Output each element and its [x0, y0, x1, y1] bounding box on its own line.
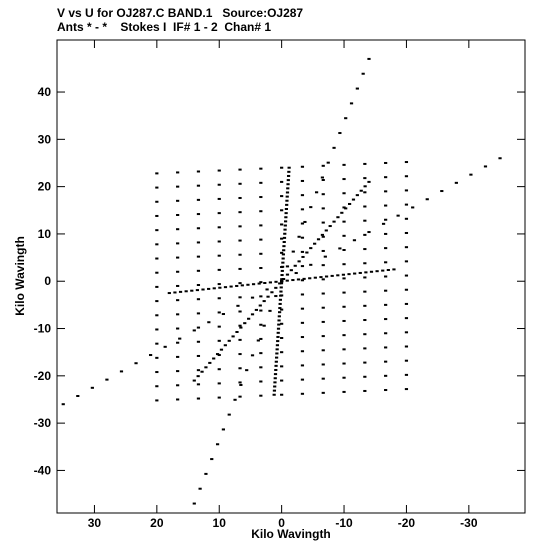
y-tick-label: -20: [34, 369, 52, 383]
y-tick-label: 0: [44, 274, 51, 288]
y-tick-label: -30: [34, 416, 52, 430]
y-tick-label: 10: [38, 227, 52, 241]
y-tick-label: 30: [38, 132, 52, 146]
x-tick-label: 0: [278, 516, 285, 530]
axis-tick-labels: 30 20 10 0 -10 -20 -30 40 30 20 10 0 -10 -20 -30 -40: [34, 85, 478, 530]
x-tick-label: -10: [335, 516, 353, 530]
x-tick-label: 10: [213, 516, 227, 530]
y-tick-label: 20: [38, 180, 52, 194]
x-tick-label: 30: [88, 516, 102, 530]
axis-ticks: [57, 40, 525, 513]
x-tick-label: -20: [398, 516, 416, 530]
y-axis-label: Kilo Wavingth: [13, 236, 27, 316]
x-axis-label: Kilo Wavingth: [251, 527, 331, 541]
y-tick-label: -40: [34, 463, 52, 477]
y-tick-label: -10: [34, 322, 52, 336]
data-points: [61, 57, 502, 505]
chart-subtitle: Ants * - * Stokes I IF# 1 - 2 Chan# 1: [57, 20, 272, 34]
x-tick-label: 20: [150, 516, 164, 530]
x-tick-label: -30: [460, 516, 478, 530]
y-tick-label: 40: [38, 85, 52, 99]
plot-frame: [56, 39, 526, 514]
chart-title: V vs U for OJ287.C BAND.1 Source:OJ287: [57, 6, 304, 20]
